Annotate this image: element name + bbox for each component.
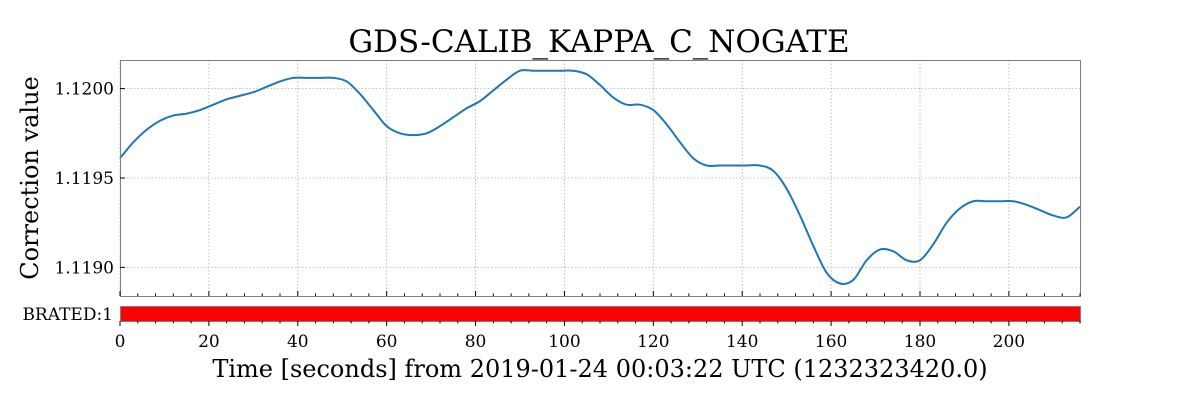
x-tick-label: 160 [815,332,847,352]
y-tick-label: 1.1190 [55,258,114,278]
x-tick-label: 140 [726,332,758,352]
x-tick-label: 200 [993,332,1025,352]
segment-bar-label: BRATED:1 [22,305,113,325]
x-tick-label: 60 [376,332,398,352]
x-tick-label: 80 [465,332,487,352]
grid-layer [119,60,1080,296]
x-tick-label: 180 [904,332,936,352]
x-axis-label: Time [seconds] from 2019-01-24 00:03:22 … [212,355,987,383]
x-tick-label: 100 [548,332,580,352]
x-axis: 0 20 40 60 80 100 120 140 160 180 200 [115,291,1081,352]
y-axis-label: Correction value [16,76,44,279]
chart-title: GDS-CALIB_KAPPA_C_NOGATE [348,24,849,60]
x-tick-label: 20 [198,332,220,352]
plot-frame [120,60,1081,297]
series-line [119,69,1081,285]
segment-bar [120,306,1081,322]
x-tick-label: 0 [115,332,126,352]
y-tick-label: 1.1200 [55,80,114,100]
y-axis: 1.1190 1.1195 1.1200 [55,80,125,278]
y-tick-label: 1.1195 [55,169,114,189]
series-layer [119,69,1081,285]
x-tick-label: 40 [287,332,309,352]
x-tick-label: 120 [637,332,669,352]
segment-bar-fill [121,307,1080,321]
